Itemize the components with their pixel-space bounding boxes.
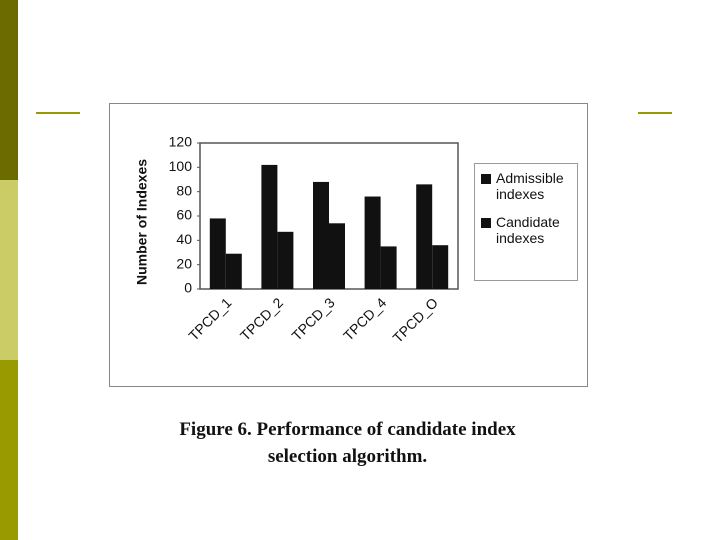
bar	[225, 253, 242, 289]
legend-label: Candidate indexes	[496, 214, 560, 246]
bar	[364, 196, 381, 289]
y-tick-label: 60	[176, 207, 192, 223]
y-axis-label: Number of Indexes	[134, 159, 150, 285]
caption: Figure 6. Performance of candidate index…	[110, 416, 585, 470]
caption-line: Figure 6. Performance of candidate index	[179, 419, 516, 440]
y-tick-label: 100	[169, 158, 193, 174]
x-tick-label: TPCD_1	[185, 294, 234, 343]
figure-frame	[109, 103, 588, 387]
y-tick-label: 0	[184, 280, 192, 296]
accent-strip	[0, 0, 18, 180]
accent-line	[638, 112, 672, 114]
bar	[261, 164, 278, 289]
accent-line	[36, 112, 80, 114]
x-tick-label: TPCD_O	[389, 294, 441, 346]
legend-item: Candidate indexes	[481, 214, 575, 246]
bar	[277, 231, 294, 289]
y-tick-label: 20	[176, 255, 192, 271]
legend-label: Admissible indexes	[496, 170, 564, 202]
legend-item: Admissible indexes	[481, 170, 575, 202]
bar	[329, 223, 345, 289]
bar	[209, 218, 226, 289]
bar	[416, 184, 433, 289]
accent-strip	[0, 360, 18, 540]
x-tick-label: TPCD_4	[340, 294, 389, 343]
y-tick-label: 120	[169, 134, 193, 150]
bar	[432, 245, 449, 289]
y-tick-label: 40	[176, 231, 192, 247]
legend-swatch	[481, 218, 491, 228]
bar	[380, 246, 397, 289]
y-tick-label: 80	[176, 182, 192, 198]
x-tick-label: TPCD_3	[288, 294, 337, 343]
legend-swatch	[481, 174, 491, 184]
bar	[313, 181, 329, 289]
caption-line: selection algorithm.	[267, 446, 428, 467]
accent-strip	[0, 180, 18, 360]
legend: Admissible indexes Candidate indexes	[474, 163, 578, 281]
x-tick-label: TPCD_2	[237, 294, 286, 343]
